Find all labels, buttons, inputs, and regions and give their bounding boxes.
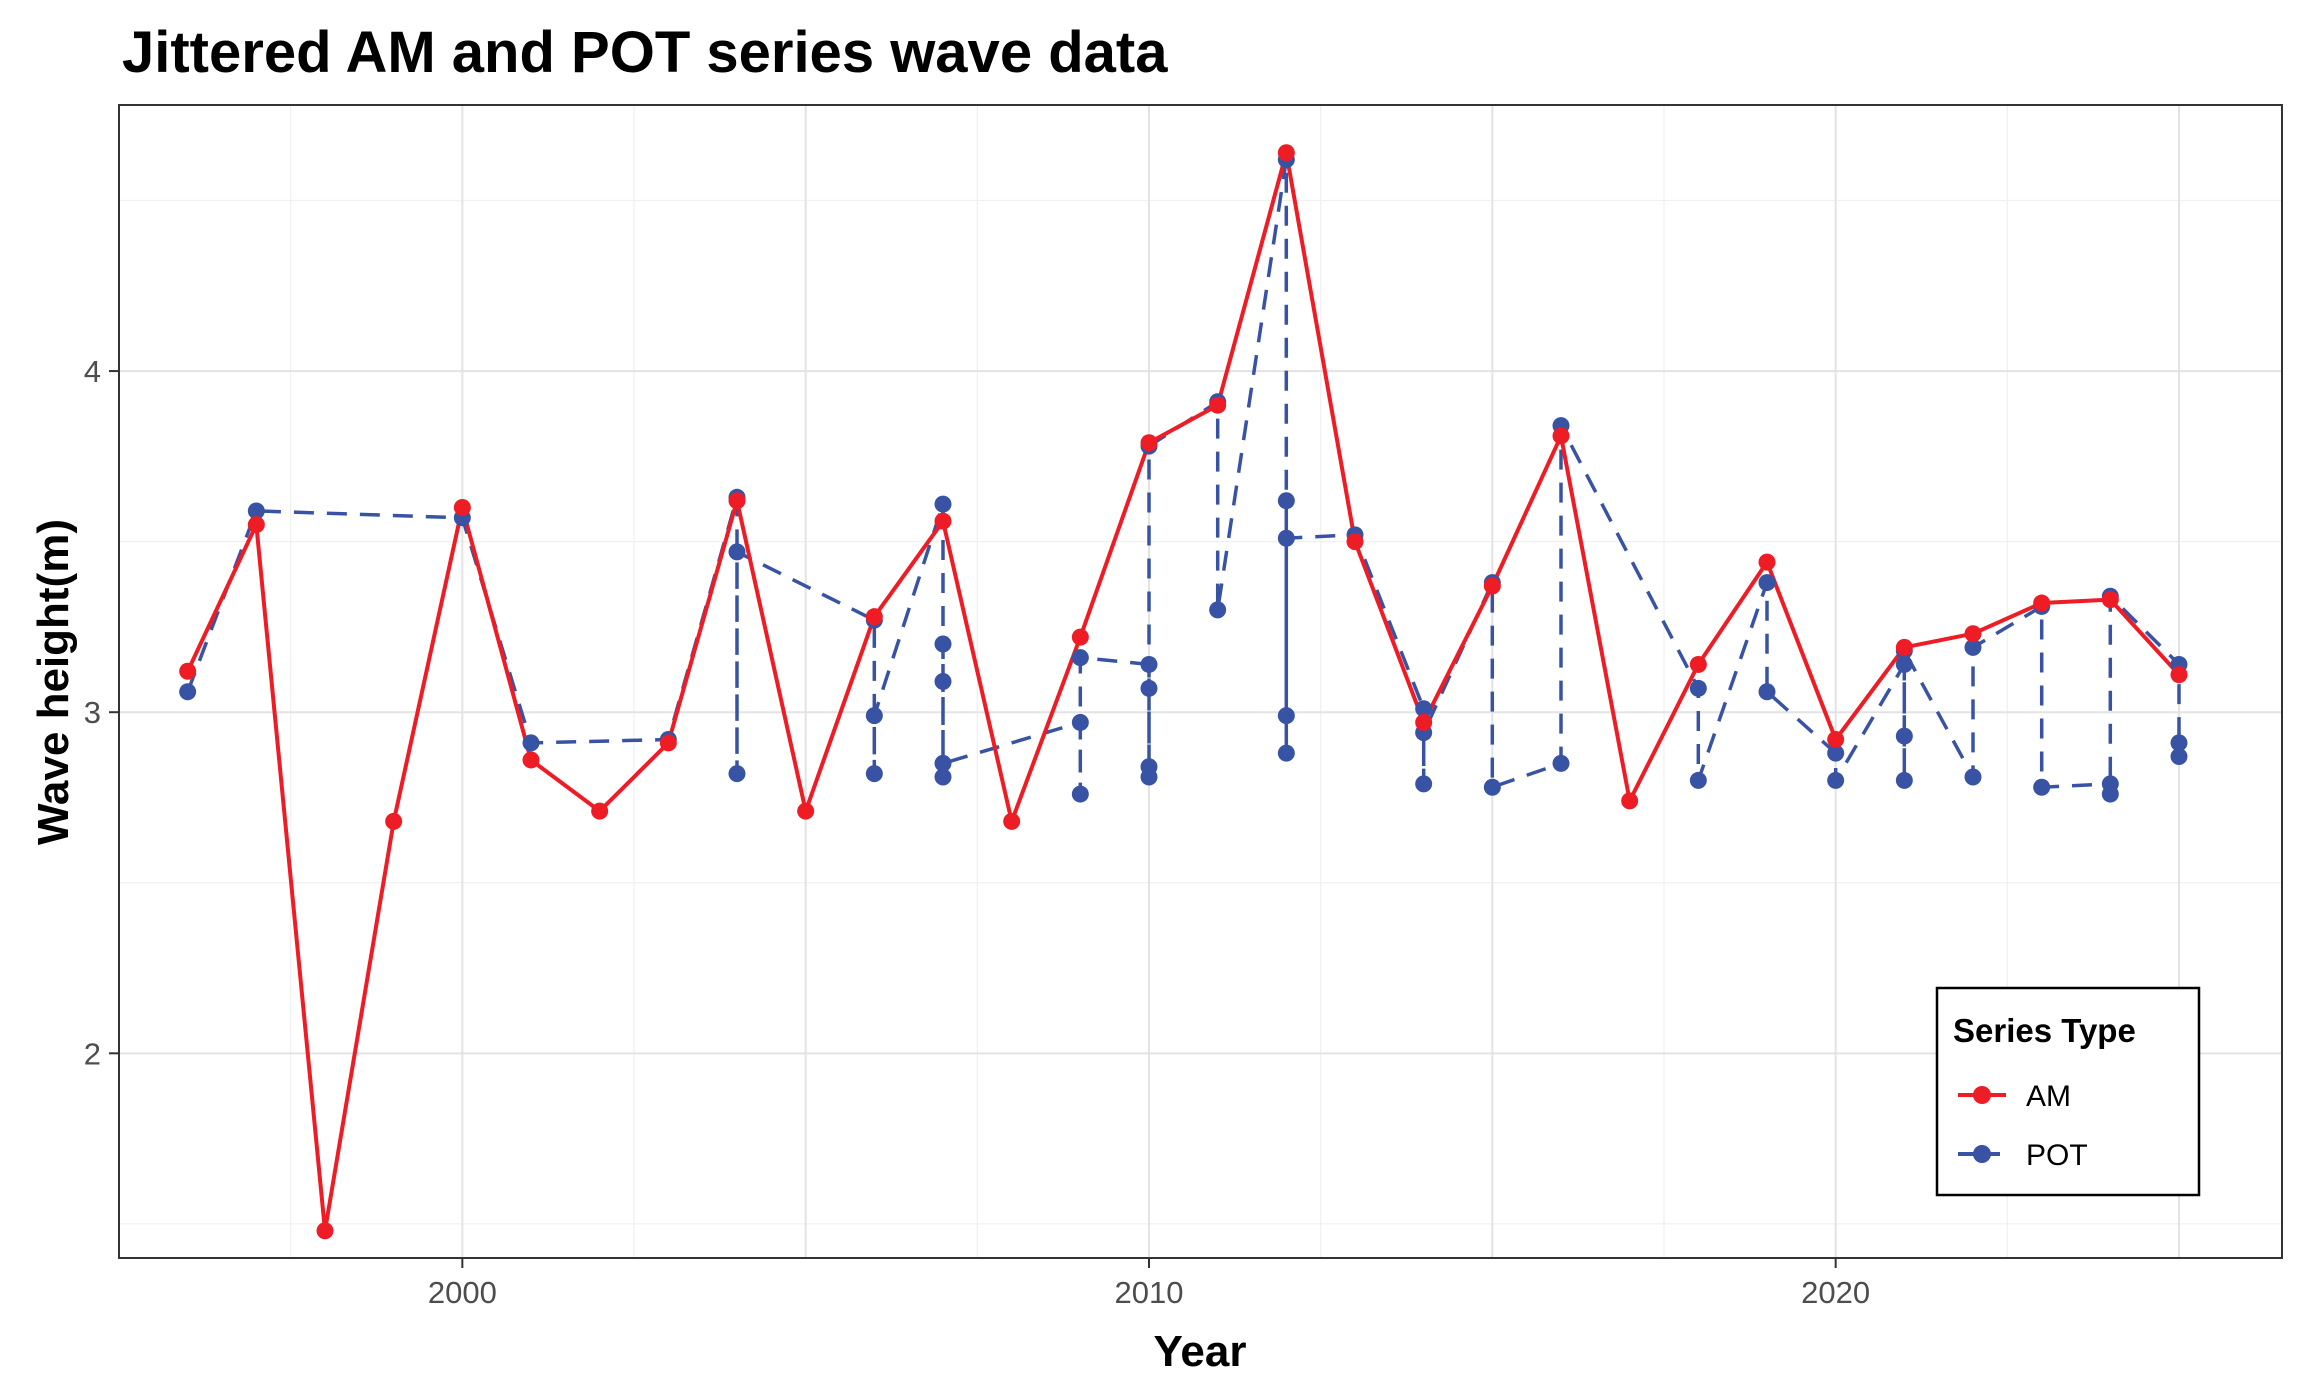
am-point bbox=[1140, 434, 1158, 452]
x-tick-label: 2010 bbox=[1115, 1275, 1184, 1310]
am-point bbox=[247, 516, 265, 534]
pot-point bbox=[1071, 649, 1089, 667]
y-tick-label: 4 bbox=[84, 354, 101, 389]
pot-point bbox=[1758, 683, 1776, 701]
am-point bbox=[934, 512, 952, 530]
pot-point bbox=[1964, 638, 1982, 656]
am-point bbox=[1277, 144, 1295, 162]
chart-title: Jittered AM and POT series wave data bbox=[122, 20, 1168, 85]
pot-point bbox=[1964, 768, 1982, 786]
x-axis-ticks: 2000 2010 2020 bbox=[428, 1258, 1870, 1310]
pot-point bbox=[1895, 771, 1913, 789]
am-point bbox=[1621, 792, 1639, 810]
pot-point bbox=[1277, 529, 1295, 547]
pot-point bbox=[1415, 700, 1433, 718]
pot-point bbox=[1552, 754, 1570, 772]
am-point bbox=[797, 802, 815, 820]
pot-point bbox=[1895, 655, 1913, 673]
pot-point bbox=[934, 495, 952, 513]
pot-point bbox=[1415, 775, 1433, 793]
am-point bbox=[659, 734, 677, 752]
pot-point bbox=[934, 673, 952, 690]
am-point bbox=[2101, 591, 2119, 609]
am-point bbox=[385, 812, 403, 830]
pot-point bbox=[1277, 492, 1295, 510]
pot-point bbox=[1277, 744, 1295, 762]
pot-point bbox=[1277, 707, 1295, 725]
y-axis-title: Wave height(m) bbox=[29, 519, 78, 845]
pot-point bbox=[247, 502, 265, 520]
am-point bbox=[316, 1222, 334, 1240]
pot-point bbox=[1140, 758, 1158, 776]
pot-point bbox=[934, 768, 952, 786]
am-point bbox=[1003, 812, 1021, 830]
pot-point bbox=[1895, 727, 1913, 745]
legend-title: Series Type bbox=[1953, 1012, 2136, 1049]
am-point bbox=[1415, 713, 1433, 731]
pot-point bbox=[728, 543, 746, 561]
am-point bbox=[1964, 625, 1982, 643]
pot-point bbox=[1483, 778, 1501, 796]
pot-point bbox=[1209, 601, 1227, 619]
y-tick-label: 2 bbox=[84, 1036, 101, 1071]
am-line bbox=[185, 150, 2181, 1233]
legend-am-label: AM bbox=[2026, 1080, 2071, 1113]
pot-point bbox=[1140, 679, 1158, 697]
am-point bbox=[865, 608, 883, 626]
pot-point bbox=[728, 765, 746, 783]
pot-point bbox=[934, 635, 952, 653]
plot-panel-border bbox=[118, 104, 2283, 1259]
am-point bbox=[1483, 577, 1501, 595]
am-point bbox=[2033, 594, 2051, 612]
pot-point bbox=[1689, 679, 1707, 697]
am-point bbox=[1209, 396, 1227, 414]
pot-point bbox=[2170, 748, 2188, 766]
pot-point bbox=[1827, 744, 1845, 762]
am-point bbox=[522, 751, 540, 769]
pot-point bbox=[1758, 574, 1776, 592]
am-point bbox=[453, 499, 471, 517]
pot-point bbox=[522, 734, 540, 752]
pot-point bbox=[1071, 785, 1089, 803]
y-tick-label: 3 bbox=[84, 695, 101, 730]
pot-point bbox=[865, 765, 883, 783]
am-point bbox=[2170, 666, 2188, 684]
am-point bbox=[1071, 628, 1089, 646]
am-point bbox=[1827, 730, 1845, 748]
legend-am-marker bbox=[1973, 1086, 1991, 1104]
legend: Series Type AM POT bbox=[1935, 986, 2201, 1197]
legend-pot-label: POT bbox=[2026, 1139, 2088, 1172]
pot-point bbox=[2033, 778, 2051, 796]
pot-point bbox=[2170, 734, 2188, 752]
pot-point bbox=[1689, 771, 1707, 789]
y-axis-ticks: 2 3 4 bbox=[84, 354, 119, 1071]
am-point bbox=[179, 662, 197, 680]
am-series-line bbox=[185, 150, 2181, 1233]
am-point bbox=[1758, 553, 1776, 571]
legend-pot-marker bbox=[1973, 1145, 1991, 1163]
am-point bbox=[591, 802, 609, 820]
pot-point bbox=[2101, 785, 2119, 803]
x-tick-label: 2020 bbox=[1801, 1275, 1870, 1310]
am-point bbox=[1895, 638, 1913, 656]
x-axis-title: Year bbox=[1154, 1327, 1247, 1376]
pot-point bbox=[1140, 655, 1158, 673]
pot-point bbox=[179, 683, 197, 701]
pot-point bbox=[1827, 771, 1845, 789]
pot-point bbox=[865, 707, 883, 725]
am-series-points bbox=[179, 144, 2188, 1240]
am-point bbox=[728, 492, 746, 510]
x-tick-label: 2000 bbox=[428, 1275, 497, 1310]
pot-point bbox=[1071, 713, 1089, 731]
am-point bbox=[1552, 427, 1570, 445]
pot-point bbox=[934, 754, 952, 772]
am-point bbox=[1346, 533, 1364, 551]
am-point bbox=[1689, 655, 1707, 673]
